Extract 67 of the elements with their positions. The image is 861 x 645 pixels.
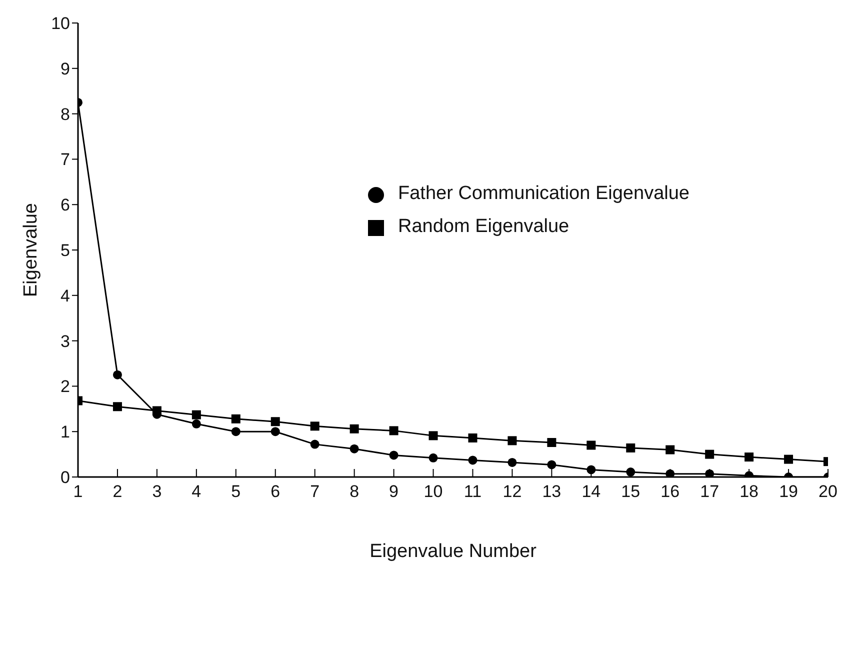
x-tick-label: 17 <box>700 482 720 502</box>
point <box>468 433 478 442</box>
point <box>350 424 359 434</box>
y-tick-label: 2 <box>60 377 70 396</box>
y-tick-label: 4 <box>60 286 70 306</box>
point <box>428 431 438 440</box>
point <box>310 422 320 431</box>
point <box>586 440 596 450</box>
point <box>508 458 517 467</box>
x-tick-label: 6 <box>270 482 280 502</box>
point <box>705 450 714 459</box>
x-tick-label: 2 <box>112 482 122 502</box>
y-tick-label: 5 <box>60 241 70 260</box>
point <box>389 450 398 460</box>
point <box>586 465 596 474</box>
y-tick-label: 6 <box>60 196 70 215</box>
y-tick-label: 7 <box>60 150 70 170</box>
point <box>231 414 240 424</box>
x-tick-label: 18 <box>740 482 759 502</box>
point <box>310 440 320 449</box>
point <box>666 445 675 454</box>
y-tick-label: 0 <box>60 468 70 488</box>
x-tick-label: 16 <box>660 482 680 502</box>
x-tick-label: 13 <box>542 482 562 502</box>
point <box>547 460 556 470</box>
point <box>270 417 280 426</box>
point <box>389 426 398 436</box>
x-tick-label: 10 <box>424 482 443 502</box>
y-axis-title: Eigenvalue <box>20 202 42 298</box>
x-tick-label: 1 <box>73 482 83 502</box>
point <box>192 410 201 420</box>
x-tick-label: 3 <box>152 482 162 502</box>
x-tick-label: 14 <box>582 482 601 502</box>
x-tick-label: 4 <box>192 482 202 502</box>
x-tick-label: 5 <box>231 482 241 502</box>
point <box>744 452 754 462</box>
point <box>428 453 438 462</box>
x-tick-label: 11 <box>464 482 482 502</box>
x-tick-label: 20 <box>818 482 838 502</box>
x-tick-label: 12 <box>502 482 522 502</box>
legend-label: Random Eigenvalue <box>398 216 570 237</box>
point <box>626 443 636 452</box>
y-tick-label: 1 <box>60 422 70 442</box>
y-tick-label: 3 <box>60 332 70 351</box>
point <box>192 419 201 428</box>
point <box>350 444 359 454</box>
point <box>547 438 556 447</box>
y-tick-label: 8 <box>60 104 70 124</box>
y-tick-label: 10 <box>51 14 70 34</box>
point <box>270 427 280 436</box>
x-tick-label: 9 <box>389 482 399 502</box>
x-tick-label: 8 <box>350 482 360 502</box>
point <box>666 469 675 477</box>
x-tick-label: 15 <box>621 482 640 502</box>
y-tick-label: 9 <box>60 59 70 78</box>
x-tick-label: 7 <box>310 482 320 502</box>
point <box>705 469 714 477</box>
x-tick-label: 19 <box>779 482 798 502</box>
point <box>784 454 794 464</box>
x-axis-title: Eigenvalue Number <box>370 541 538 562</box>
point <box>112 402 122 412</box>
point <box>508 436 517 446</box>
legend-label: Father Communication Eigenvalue <box>398 183 690 204</box>
point <box>626 468 636 477</box>
point <box>231 427 240 436</box>
point <box>112 370 122 380</box>
point <box>468 456 478 465</box>
